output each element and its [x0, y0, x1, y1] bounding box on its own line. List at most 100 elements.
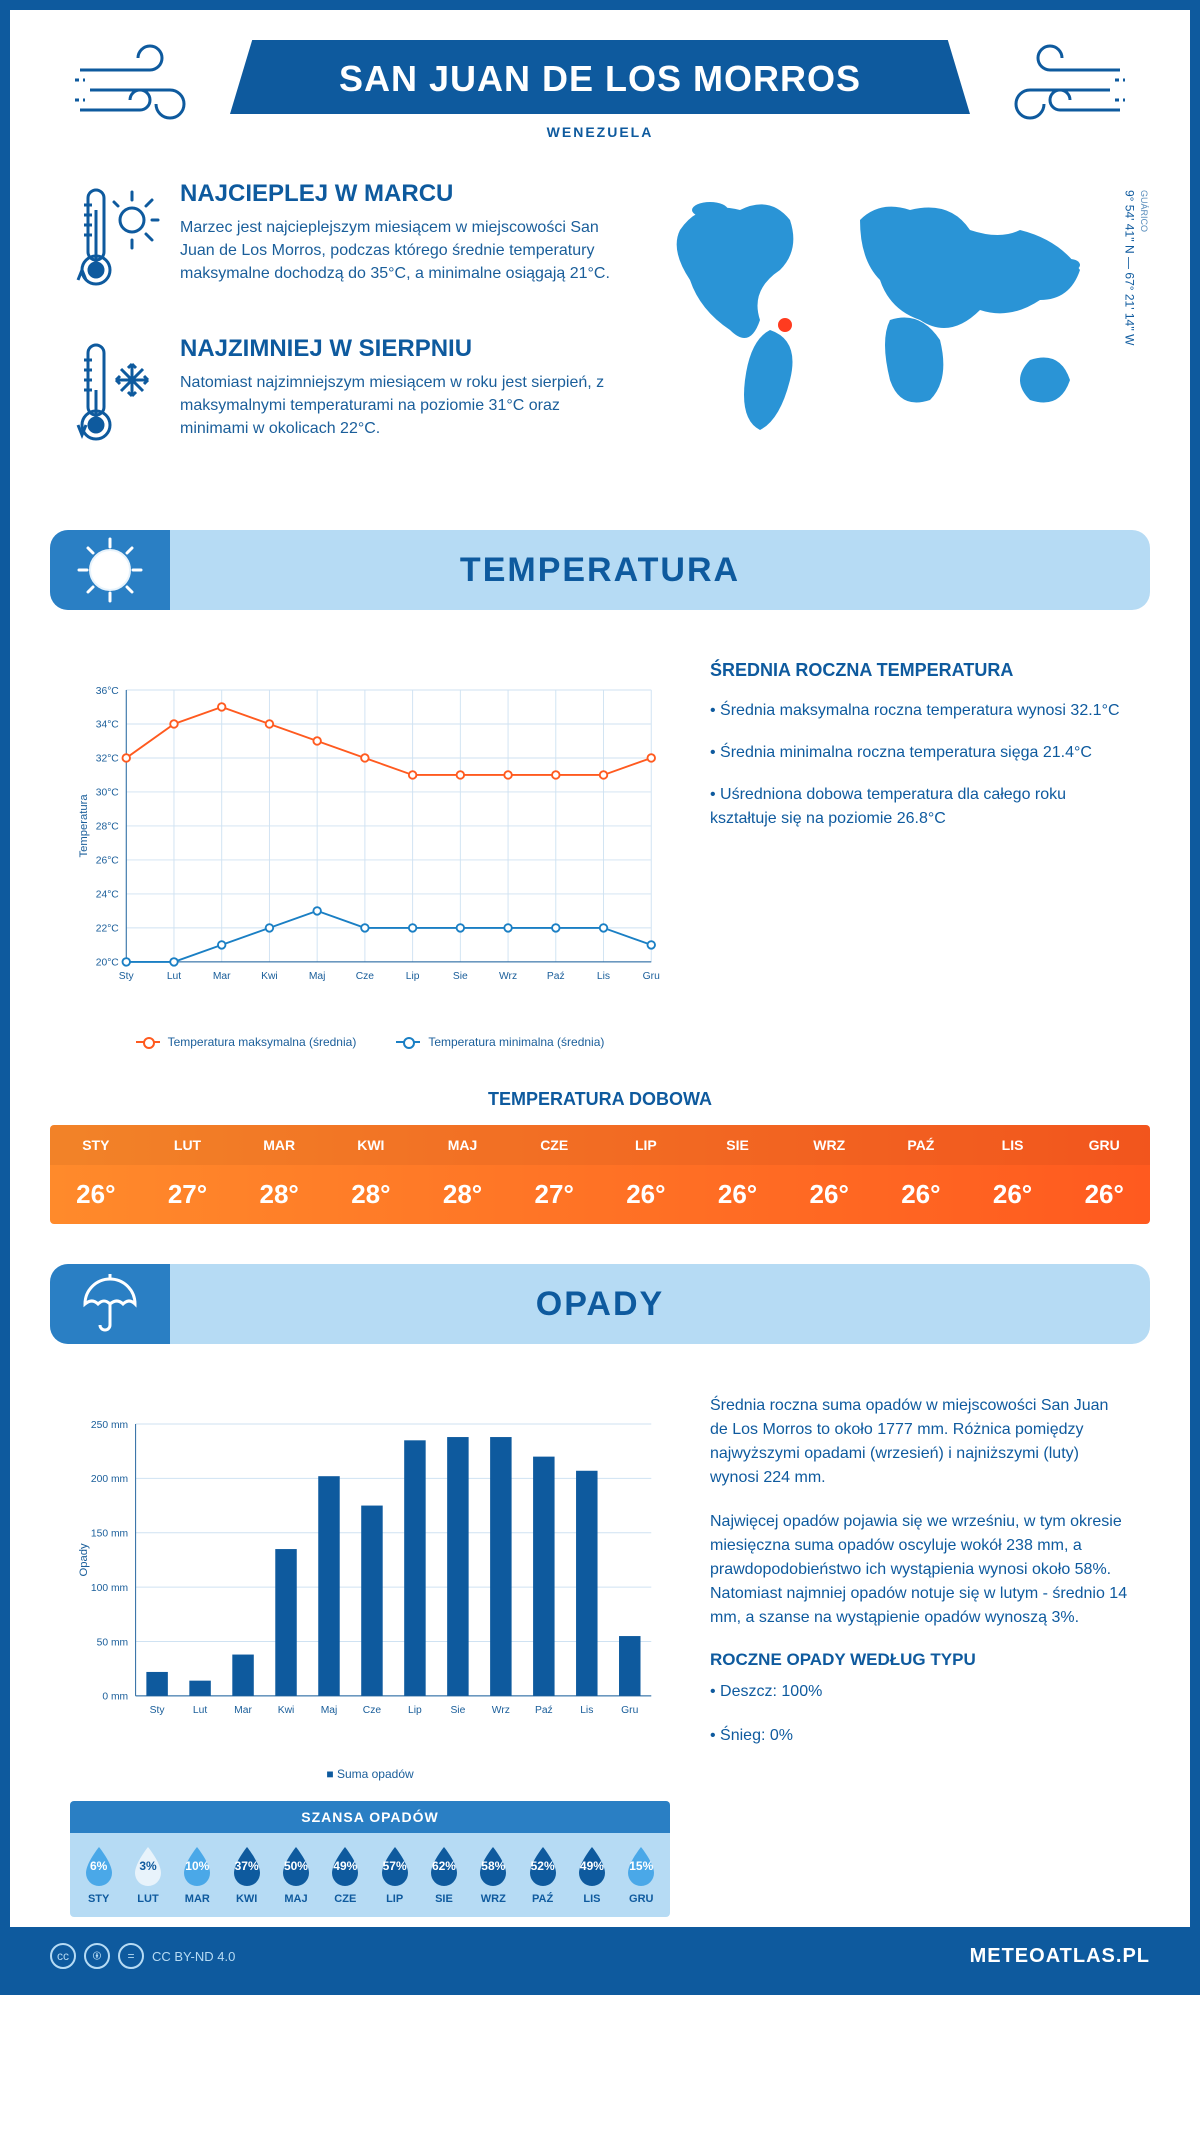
svg-text:Lis: Lis	[597, 971, 610, 982]
raindrop-icon: 49%	[575, 1845, 609, 1887]
raindrop-icon: 3%	[131, 1845, 165, 1887]
wind-icon-left	[70, 40, 210, 140]
chance-cell: 10% MAR	[173, 1845, 222, 1905]
raindrop-icon: 10%	[180, 1845, 214, 1887]
temperature-section-header: TEMPERATURA	[50, 530, 1150, 610]
svg-text:26°C: 26°C	[96, 856, 120, 867]
svg-text:24°C: 24°C	[96, 890, 120, 901]
svg-text:Kwi: Kwi	[261, 971, 278, 982]
svg-text:Sty: Sty	[150, 1705, 166, 1716]
precip-para-1: Najwięcej opadów pojawia się we wrześniu…	[710, 1510, 1130, 1630]
raindrop-icon: 6%	[82, 1845, 116, 1887]
svg-text:32°C: 32°C	[96, 754, 120, 765]
fact-hot-title: NAJCIEPLEJ W MARCU	[180, 180, 610, 208]
daily-temp-table: STY26°LUT27°MAR28°KWI28°MAJ28°CZE27°LIP2…	[50, 1125, 1150, 1224]
chance-cell: 52% PAŹ	[518, 1845, 567, 1905]
svg-text:Lut: Lut	[193, 1705, 207, 1716]
raindrop-icon: 58%	[476, 1845, 510, 1887]
precip-bytype-1: • Śnieg: 0%	[710, 1724, 1130, 1748]
thermometer-sun-icon	[70, 180, 160, 305]
chance-cell: 15% GRU	[617, 1845, 666, 1905]
raindrop-icon: 62%	[427, 1845, 461, 1887]
chance-cell: 6% STY	[74, 1845, 123, 1905]
chance-title: SZANSA OPADÓW	[70, 1801, 670, 1833]
temp-bullet-1: • Średnia minimalna roczna temperatura s…	[710, 741, 1130, 765]
svg-text:Sie: Sie	[453, 971, 468, 982]
chance-cell: 3% LUT	[123, 1845, 172, 1905]
temperature-body: 20°C22°C24°C26°C28°C30°C32°C34°C36°CStyL…	[10, 630, 1190, 1059]
precip-legend: Suma opadów	[70, 1767, 670, 1781]
svg-text:150 mm: 150 mm	[91, 1529, 128, 1540]
precip-body: 0 mm50 mm100 mm150 mm200 mm250 mmStyLutM…	[10, 1364, 1190, 1927]
svg-text:Cze: Cze	[356, 971, 375, 982]
lon-label: 67° 21' 14'' W	[1122, 272, 1136, 345]
svg-text:Gru: Gru	[621, 1705, 638, 1716]
svg-text:Sty: Sty	[119, 971, 135, 982]
svg-text:Paź: Paź	[535, 1705, 553, 1716]
raindrop-icon: 50%	[279, 1845, 313, 1887]
fact-cold-title: NAJZIMNIEJ W SIERPNIU	[180, 335, 610, 363]
temperature-chart-wrap: 20°C22°C24°C26°C28°C30°C32°C34°C36°CStyL…	[70, 660, 670, 1049]
svg-text:Opady: Opady	[78, 1543, 90, 1577]
header: SAN JUAN DE LOS MORROS WENEZUELA	[10, 10, 1190, 150]
svg-text:30°C: 30°C	[96, 788, 120, 799]
daily-col: GRU26°	[1058, 1125, 1150, 1224]
chance-cell: 58% WRZ	[469, 1845, 518, 1905]
fact-coldest: NAJZIMNIEJ W SIERPNIU Natomiast najzimni…	[70, 335, 610, 460]
raindrop-icon: 57%	[378, 1845, 412, 1887]
chance-cell: 50% MAJ	[271, 1845, 320, 1905]
map-column: GUÁRICO 9° 54' 41'' N — 67° 21' 14'' W	[650, 180, 1130, 490]
legend-min: Temperatura minimalna (średnia)	[396, 1035, 604, 1049]
temp-summary-title: ŚREDNIA ROCZNA TEMPERATURA	[710, 660, 1130, 681]
daily-col: LUT27°	[142, 1125, 234, 1224]
precip-section-header: OPADY	[50, 1264, 1150, 1344]
svg-text:Lip: Lip	[406, 971, 420, 982]
temperature-summary: ŚREDNIA ROCZNA TEMPERATURA • Średnia mak…	[710, 660, 1130, 1049]
thermometer-snow-icon	[70, 335, 160, 460]
svg-text:20°C: 20°C	[96, 958, 120, 969]
title-block: SAN JUAN DE LOS MORROS WENEZUELA	[230, 40, 970, 140]
raindrop-icon: 15%	[624, 1845, 658, 1887]
temperature-legend: Temperatura maksymalna (średnia) Tempera…	[70, 1035, 670, 1049]
svg-text:100 mm: 100 mm	[91, 1583, 128, 1594]
svg-text:Lip: Lip	[408, 1705, 422, 1716]
daily-col: KWI28°	[325, 1125, 417, 1224]
svg-text:250 mm: 250 mm	[91, 1420, 128, 1431]
daily-col: STY26°	[50, 1125, 142, 1224]
svg-text:0 mm: 0 mm	[102, 1692, 128, 1703]
daily-col: CZE27°	[508, 1125, 600, 1224]
precip-bar-chart: 0 mm50 mm100 mm150 mm200 mm250 mmStyLutM…	[70, 1394, 670, 1754]
daily-col: MAJ28°	[417, 1125, 509, 1224]
daily-temp-title: TEMPERATURA DOBOWA	[10, 1089, 1190, 1110]
svg-text:Lut: Lut	[167, 971, 181, 982]
precip-text-column: Średnia roczna suma opadów w miejscowośc…	[710, 1394, 1130, 1917]
coordinates: GUÁRICO 9° 54' 41'' N — 67° 21' 14'' W	[1121, 190, 1150, 345]
license-text: CC BY-ND 4.0	[152, 1949, 235, 1964]
page-root: SAN JUAN DE LOS MORROS WENEZUELA	[10, 10, 1190, 1985]
footer: cc 🅯 = CC BY-ND 4.0 METEOATLAS.PL	[10, 1927, 1190, 1985]
nd-icon: =	[118, 1943, 144, 1969]
svg-text:Mar: Mar	[213, 971, 231, 982]
svg-text:Lis: Lis	[580, 1705, 593, 1716]
svg-text:200 mm: 200 mm	[91, 1474, 128, 1485]
precip-left-column: 0 mm50 mm100 mm150 mm200 mm250 mmStyLutM…	[70, 1394, 670, 1917]
temp-bullet-0: • Średnia maksymalna roczna temperatura …	[710, 699, 1130, 723]
chance-cell: 62% SIE	[419, 1845, 468, 1905]
page-subtitle: WENEZUELA	[230, 124, 970, 140]
chance-grid: 6% STY 3% LUT 10% MAR 37% KWI 50% MAJ 49…	[70, 1833, 670, 1917]
chance-cell: 49% CZE	[321, 1845, 370, 1905]
svg-text:Paź: Paź	[547, 971, 565, 982]
svg-text:Wrz: Wrz	[499, 971, 517, 982]
fact-hottest: NAJCIEPLEJ W MARCU Marzec jest najcieple…	[70, 180, 610, 305]
license-block: cc 🅯 = CC BY-ND 4.0	[50, 1943, 235, 1969]
svg-text:36°C: 36°C	[96, 686, 120, 697]
legend-max: Temperatura maksymalna (średnia)	[136, 1035, 357, 1049]
facts-column: NAJCIEPLEJ W MARCU Marzec jest najcieple…	[70, 180, 610, 490]
temperature-title: TEMPERATURA	[50, 551, 1150, 590]
svg-text:Gru: Gru	[643, 971, 660, 982]
daily-col: LIS26°	[967, 1125, 1059, 1224]
world-map	[650, 180, 1130, 440]
brand-label: METEOATLAS.PL	[970, 1945, 1150, 1968]
page-title: SAN JUAN DE LOS MORROS	[230, 40, 970, 114]
chance-cell: 37% KWI	[222, 1845, 271, 1905]
